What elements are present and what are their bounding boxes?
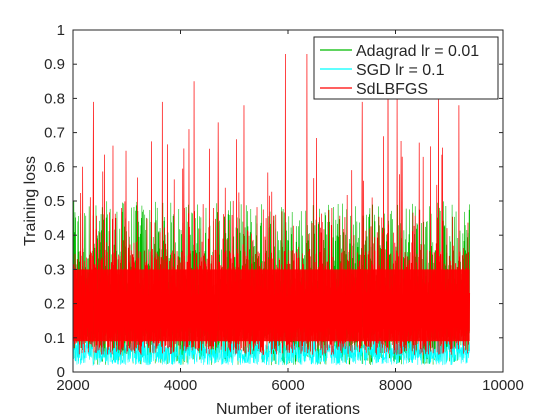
x-tick-label: 8000 <box>379 377 412 394</box>
y-tick-label: 0.9 <box>44 56 65 73</box>
x-tick-label: 2000 <box>56 377 89 394</box>
legend-box <box>313 36 499 100</box>
x-axis-label: Number of iterations <box>216 401 360 418</box>
y-tick-label: 0.2 <box>44 296 65 313</box>
x-tick-label: 4000 <box>164 377 197 394</box>
ticks-layer: 2000 4000 6000 8000 10000 0 0.1 0.2 0.3 0.4 0.5 0.6… <box>44 22 524 394</box>
y-tick-label: 1 <box>57 22 65 39</box>
y-tick-label: 0.8 <box>44 90 65 107</box>
series-band-sdlbfgs <box>73 269 470 342</box>
y-tick-label: 0.4 <box>44 227 65 244</box>
legend: Adagrad lr = 0.01 SGD lr = 0.1 SdLBFGS <box>313 36 499 100</box>
series-layer <box>72 40 471 367</box>
y-tick-label: 0.5 <box>44 193 65 210</box>
y-axis-label: Training loss <box>22 156 39 246</box>
legend-label: SGD lr = 0.1 <box>356 62 445 79</box>
y-tick-label: 0.7 <box>44 125 65 142</box>
legend-label: Adagrad lr = 0.01 <box>356 43 479 60</box>
y-tick-label: 0 <box>57 364 65 381</box>
y-tick-label: 0.3 <box>44 261 65 278</box>
legend-label: SdLBFGS <box>356 81 428 98</box>
y-tick-label: 0.6 <box>44 159 65 176</box>
y-tick-label: 0.1 <box>44 330 65 347</box>
series-line-sgd <box>72 331 470 367</box>
x-tick-label: 6000 <box>271 377 304 394</box>
x-tick-label: 10000 <box>482 377 524 394</box>
